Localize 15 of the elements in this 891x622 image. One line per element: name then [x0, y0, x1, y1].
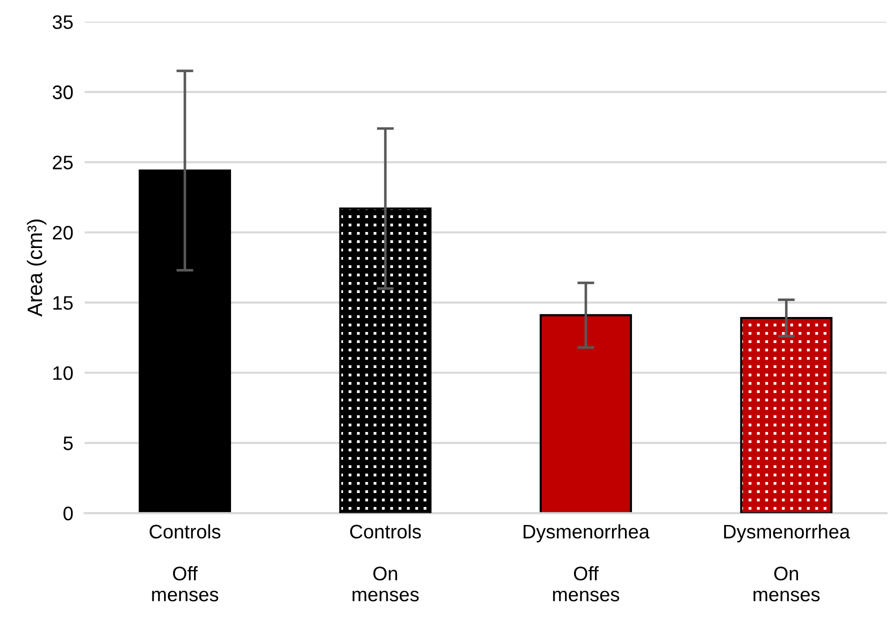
category-label: Dysmenorrhea Off menses	[524, 524, 650, 602]
category-label: Dysmenorrhea On menses	[724, 524, 850, 602]
y-tick-label: 35	[52, 15, 73, 30]
y-axis-title: Area (cm³)	[26, 220, 46, 317]
bar	[540, 314, 632, 514]
category-label: Controls On menses	[350, 524, 421, 602]
y-tick-label: 0	[63, 506, 73, 520]
bar	[138, 170, 232, 514]
y-tick-label: 20	[52, 226, 73, 240]
category-label: Controls Off menses	[150, 524, 220, 602]
y-tick-label: 30	[52, 85, 73, 100]
y-tick-label: 25	[52, 156, 73, 170]
y-tick-label: 15	[53, 296, 73, 310]
y-tick-label: 10	[53, 366, 73, 380]
y-tick-label: 5	[64, 436, 73, 450]
